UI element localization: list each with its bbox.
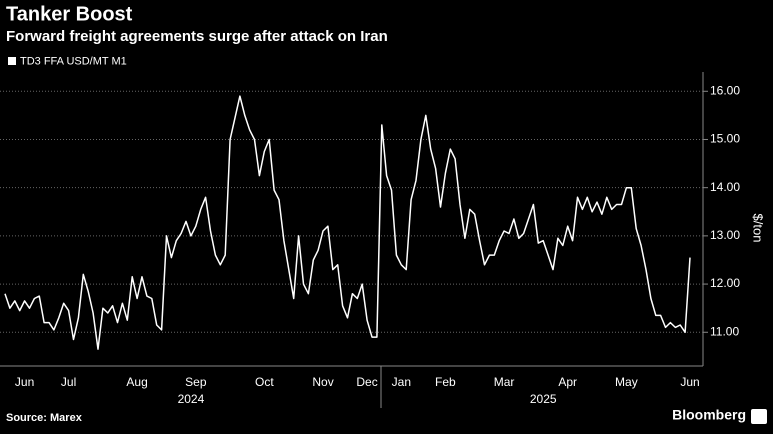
x-tick-label: Mar [494,375,515,389]
y-tick-label: 13.00 [710,228,740,242]
y-tick-label: 11.00 [710,324,739,338]
x-group-label: 2024 [178,392,205,406]
y-axis-label: $/ton [751,214,766,243]
x-tick-label: Nov [312,375,333,389]
x-tick-label: Feb [435,375,456,389]
x-tick-label: Jan [392,375,411,389]
line-series [4,95,691,350]
y-tick-label: 16.00 [710,83,740,97]
x-tick-label: May [615,375,638,389]
y-tick-label: 15.00 [710,132,740,146]
x-tick-label: Jul [61,375,76,389]
legend-label: TD3 FFA USD/MT M1 [20,55,127,67]
x-tick-label: Aug [126,375,147,389]
x-tick-label: Jun [15,375,34,389]
x-tick-label: Jun [680,375,699,389]
x-group-label: 2025 [530,392,557,406]
chart-title: Tanker Boost [6,3,133,25]
chart-subtitle: Forward freight agreements surge after a… [6,28,388,45]
source: Source: Marex [6,412,83,424]
y-tick-label: 12.00 [710,276,740,290]
x-tick-label: Apr [558,375,577,389]
x-tick-label: Sep [185,375,207,389]
brand: Bloomberg [672,407,746,423]
y-tick-label: 14.00 [710,180,740,194]
x-tick-label: Dec [356,375,377,389]
x-tick-label: Oct [255,375,274,389]
legend-swatch [8,57,16,65]
brand-icon [751,409,767,424]
